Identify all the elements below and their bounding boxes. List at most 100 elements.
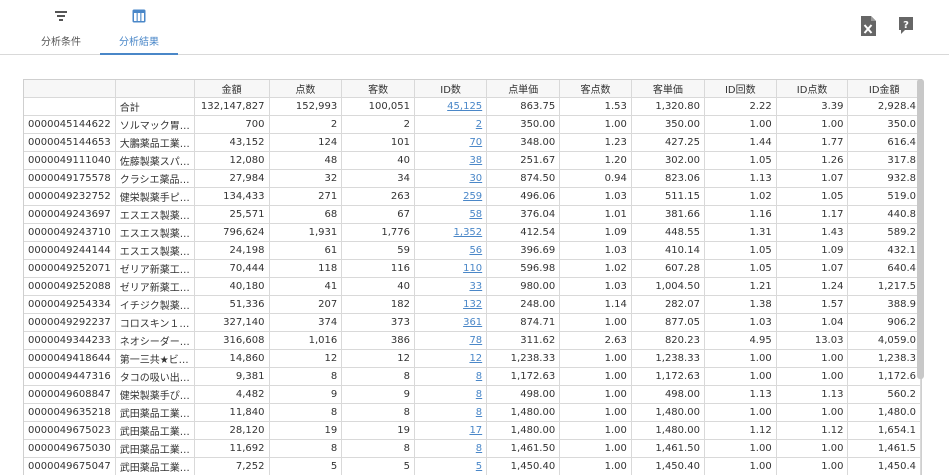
product-code-cell: 0000049635218 — [24, 404, 115, 422]
table-cell: 58 — [415, 206, 487, 224]
table-cell: 7,252 — [194, 458, 269, 475]
table-cell: 1.00 — [776, 350, 848, 368]
column-header[interactable]: 点単価 — [487, 80, 560, 98]
id-count-link[interactable]: 78 — [469, 335, 482, 346]
table-cell: 932.8 — [848, 170, 921, 188]
column-header[interactable]: ID数 — [415, 80, 487, 98]
product-code-cell: 0000045144653 — [24, 134, 115, 152]
tab-analysis-conditions[interactable]: 分析条件 — [22, 0, 100, 54]
tab-analysis-results[interactable]: 分析結果 — [100, 0, 178, 54]
column-header[interactable] — [115, 80, 194, 98]
id-count-link[interactable]: 8 — [476, 371, 482, 382]
table-cell: 906.2 — [848, 314, 921, 332]
column-header[interactable]: 客点数 — [560, 80, 632, 98]
id-count-link[interactable]: 132 — [463, 299, 482, 310]
table-cell: 124 — [269, 134, 342, 152]
id-count-link[interactable]: 2 — [476, 119, 482, 130]
product-code-cell: 0000049244144 — [24, 242, 115, 260]
vertical-scrollbar[interactable] — [917, 79, 924, 379]
id-count-link[interactable]: 361 — [463, 317, 482, 328]
id-count-link[interactable]: 5 — [476, 461, 482, 472]
id-count-link[interactable]: 58 — [469, 209, 482, 220]
table-cell: 132 — [415, 296, 487, 314]
column-header[interactable]: 客数 — [342, 80, 415, 98]
table-cell: 12 — [342, 350, 415, 368]
table-cell: 1,172.63 — [631, 368, 704, 386]
id-count-link[interactable]: 33 — [469, 281, 482, 292]
column-header[interactable] — [24, 80, 115, 98]
table-cell: 1.01 — [560, 206, 632, 224]
table-cell: 17 — [415, 422, 487, 440]
id-count-link[interactable]: 1,352 — [454, 227, 483, 238]
table-cell: 1.00 — [560, 422, 632, 440]
product-code-cell: 0000049675023 — [24, 422, 115, 440]
product-code-cell — [24, 98, 115, 116]
id-count-link[interactable]: 70 — [469, 137, 482, 148]
excel-export-button[interactable] — [859, 16, 877, 36]
id-count-link[interactable]: 259 — [463, 191, 482, 202]
table-cell: 1,172.6 — [848, 368, 921, 386]
table-cell: 132,147,827 — [194, 98, 269, 116]
id-count-link[interactable]: 45,125 — [447, 101, 482, 112]
table-cell: 1.05 — [704, 260, 776, 278]
column-header[interactable]: ID金額 — [848, 80, 921, 98]
column-header[interactable]: ID点数 — [776, 80, 848, 98]
tab-label: 分析結果 — [100, 33, 178, 48]
product-code-cell: 0000049675030 — [24, 440, 115, 458]
product-code-cell: 0000049254334 — [24, 296, 115, 314]
column-header[interactable]: 金額 — [194, 80, 269, 98]
table-cell: 560.2 — [848, 386, 921, 404]
table-cell: 2,928.4 — [848, 98, 921, 116]
tab-bar: 分析条件 分析結果 ? — [0, 0, 949, 55]
id-count-link[interactable]: 30 — [469, 173, 482, 184]
table-cell: 1.44 — [704, 134, 776, 152]
id-count-link[interactable]: 8 — [476, 407, 482, 418]
product-name-cell: 健栄製薬手ピ… — [115, 188, 194, 206]
id-count-link[interactable]: 56 — [469, 245, 482, 256]
product-code-cell: 0000049344233 — [24, 332, 115, 350]
id-count-link[interactable]: 12 — [469, 353, 482, 364]
table-cell: 1,480.00 — [487, 404, 560, 422]
table-cell: 8 — [269, 404, 342, 422]
table-cell: 317.8 — [848, 152, 921, 170]
table-cell: 9,381 — [194, 368, 269, 386]
table-cell: 182 — [342, 296, 415, 314]
table-cell: 1,172.63 — [487, 368, 560, 386]
id-count-link[interactable]: 17 — [469, 425, 482, 436]
table-cell: 27,984 — [194, 170, 269, 188]
help-button[interactable]: ? — [897, 16, 915, 36]
column-header[interactable]: ID回数 — [704, 80, 776, 98]
table-cell: 1.05 — [704, 152, 776, 170]
table-cell: 0.94 — [560, 170, 632, 188]
table-cell: 33 — [415, 278, 487, 296]
table-cell: 519.0 — [848, 188, 921, 206]
table-cell: 796,624 — [194, 224, 269, 242]
id-count-link[interactable]: 8 — [476, 389, 482, 400]
table-cell: 110 — [415, 260, 487, 278]
table-cell: 1.13 — [704, 386, 776, 404]
id-count-link[interactable]: 8 — [476, 443, 482, 454]
id-count-link[interactable]: 110 — [463, 263, 482, 274]
table-cell: 263 — [342, 188, 415, 206]
table-cell: 4.95 — [704, 332, 776, 350]
id-count-link[interactable]: 38 — [469, 155, 482, 166]
table-cell: 448.55 — [631, 224, 704, 242]
table-cell: 1.00 — [560, 386, 632, 404]
column-header[interactable]: 客単価 — [631, 80, 704, 98]
table-cell: 607.28 — [631, 260, 704, 278]
product-code-cell: 0000045144622 — [24, 116, 115, 134]
table-cell: 14,860 — [194, 350, 269, 368]
table-cell: 1,480.00 — [631, 422, 704, 440]
column-header[interactable]: 点数 — [269, 80, 342, 98]
table-cell: 5 — [342, 458, 415, 475]
table-cell: 863.75 — [487, 98, 560, 116]
product-code-cell: 0000049111040 — [24, 152, 115, 170]
table-cell: 56 — [415, 242, 487, 260]
